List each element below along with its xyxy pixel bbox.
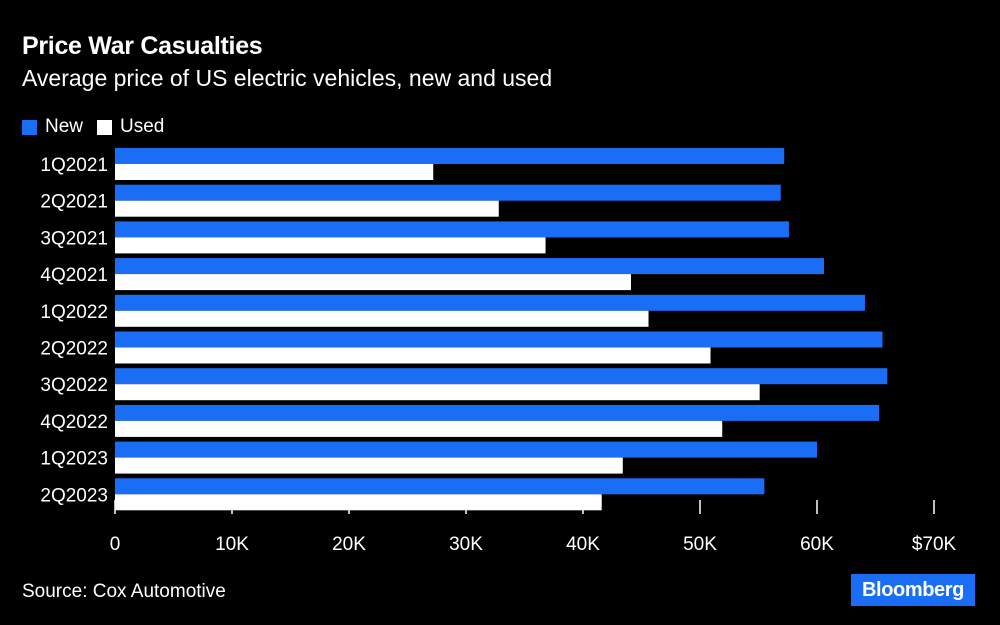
x-tick-label: 30K xyxy=(449,534,483,555)
legend-swatch-new xyxy=(22,119,37,135)
bar-new-4Q2021 xyxy=(115,258,825,275)
x-tick-label: 40K xyxy=(566,534,600,555)
bar-used-1Q2023 xyxy=(115,457,623,474)
legend: New Used xyxy=(22,116,164,138)
bar-new-1Q2023 xyxy=(115,441,817,458)
bloomberg-logo: Bloomberg xyxy=(851,574,975,606)
x-tick-label: 50K xyxy=(683,534,717,555)
x-tick-label: $70K xyxy=(912,534,957,555)
x-tick-label: 20K xyxy=(332,534,366,555)
bar-used-3Q2021 xyxy=(115,237,546,254)
category-label: 4Q2022 xyxy=(40,412,108,433)
bar-used-2Q2021 xyxy=(115,200,499,217)
bar-used-4Q2022 xyxy=(115,420,723,437)
bar-new-3Q2022 xyxy=(115,368,888,385)
source-note: Source: Cox Automotive xyxy=(22,581,226,602)
category-label: 3Q2022 xyxy=(40,375,108,396)
bar-new-1Q2021 xyxy=(115,148,785,164)
bar-used-2Q2023 xyxy=(115,494,602,511)
bar-new-2Q2022 xyxy=(115,331,883,348)
category-label: 1Q2021 xyxy=(40,155,108,176)
bar-used-1Q2021 xyxy=(115,164,434,180)
legend-swatch-used xyxy=(97,119,113,135)
bar-new-1Q2022 xyxy=(115,294,865,311)
category-label: 1Q2023 xyxy=(40,449,108,470)
legend-label-new: New xyxy=(45,116,84,137)
x-tick-label: 10K xyxy=(215,534,249,555)
bar-used-1Q2022 xyxy=(115,310,649,327)
bar-new-3Q2021 xyxy=(115,221,789,238)
chart-subtitle: Average price of US electric vehicles, n… xyxy=(22,65,553,91)
bar-new-4Q2022 xyxy=(115,404,880,421)
x-tick-label: 60K xyxy=(800,534,834,555)
bar-new-2Q2021 xyxy=(115,184,781,201)
category-label: 2Q2023 xyxy=(40,485,108,506)
bar-new-2Q2023 xyxy=(115,478,765,495)
x-tick-label: 0 xyxy=(110,534,121,555)
category-label: 2Q2021 xyxy=(40,192,108,213)
chart-title: Price War Casualties xyxy=(22,32,263,60)
category-label: 2Q2022 xyxy=(40,339,108,360)
legend-item-used: Used xyxy=(97,116,164,138)
bar-used-3Q2022 xyxy=(115,384,760,401)
category-label: 1Q2022 xyxy=(40,302,108,323)
legend-label-used: Used xyxy=(120,116,165,137)
category-label: 4Q2021 xyxy=(40,265,108,286)
legend-item-new: New xyxy=(22,116,83,138)
category-label: 3Q2021 xyxy=(40,228,108,249)
bar-used-2Q2022 xyxy=(115,347,711,364)
bar-used-4Q2021 xyxy=(115,274,631,291)
